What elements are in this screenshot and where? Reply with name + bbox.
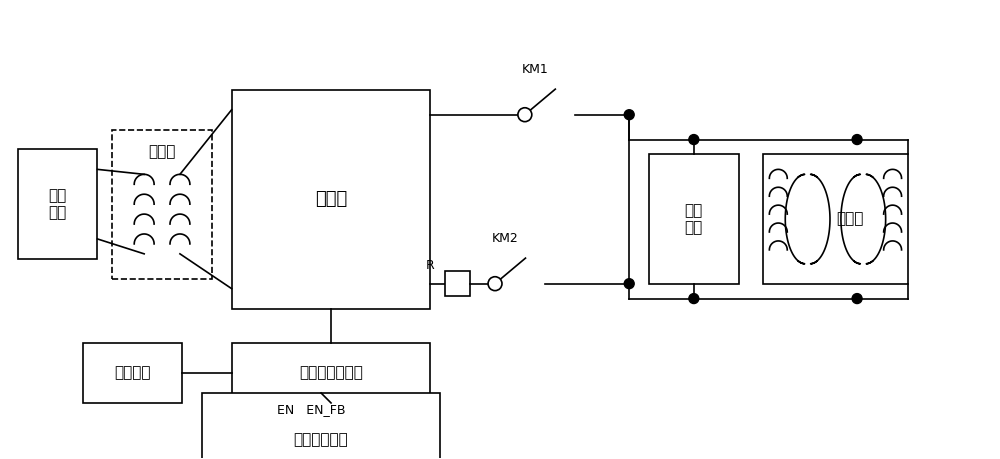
Bar: [649, 155, 739, 284]
Bar: [202, 393, 440, 459]
Circle shape: [518, 108, 532, 122]
Circle shape: [689, 134, 699, 145]
Bar: [232, 343, 430, 403]
Text: 变压器: 变压器: [148, 144, 176, 159]
Bar: [83, 343, 182, 403]
Circle shape: [624, 110, 634, 120]
Text: 交流
电源: 交流 电源: [49, 188, 67, 220]
Bar: [112, 129, 212, 279]
Text: 辅助电源: 辅助电源: [114, 366, 150, 381]
Text: R: R: [426, 259, 435, 272]
Bar: [18, 150, 97, 259]
Text: 控制与驱动电路: 控制与驱动电路: [299, 366, 363, 381]
Text: KM2: KM2: [492, 232, 518, 246]
Text: EN   EN_FB: EN EN_FB: [277, 403, 345, 416]
Circle shape: [852, 294, 862, 303]
Circle shape: [488, 277, 502, 291]
Bar: [232, 90, 430, 308]
Text: KM1: KM1: [521, 63, 548, 77]
Circle shape: [624, 279, 634, 289]
Text: 制动器: 制动器: [837, 212, 864, 227]
Circle shape: [852, 134, 862, 145]
Text: 变换器: 变换器: [315, 190, 347, 208]
Circle shape: [689, 294, 699, 303]
Bar: [763, 155, 908, 284]
Text: 续流
回路: 续流 回路: [685, 203, 703, 235]
Bar: [445, 271, 470, 296]
Text: 电梯主控系统: 电梯主控系统: [294, 432, 348, 447]
